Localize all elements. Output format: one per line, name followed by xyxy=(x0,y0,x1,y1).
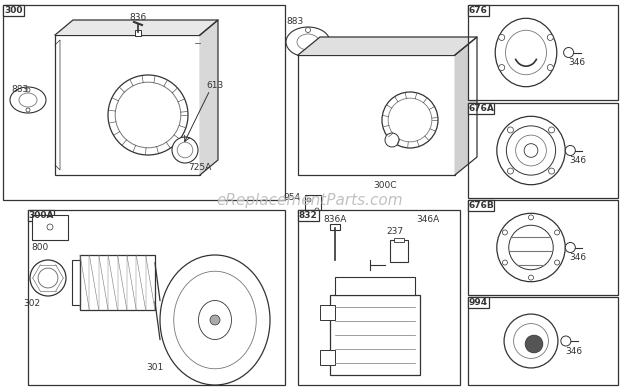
Bar xyxy=(298,210,319,221)
Text: 346A: 346A xyxy=(417,216,440,225)
Bar xyxy=(394,238,404,242)
Circle shape xyxy=(306,51,311,57)
Text: 346: 346 xyxy=(565,346,582,356)
Bar xyxy=(468,5,618,100)
Circle shape xyxy=(554,230,560,235)
Bar xyxy=(468,103,494,114)
Circle shape xyxy=(547,34,553,41)
Ellipse shape xyxy=(495,18,557,87)
Bar xyxy=(468,297,618,385)
Circle shape xyxy=(502,230,507,235)
Bar xyxy=(298,55,455,175)
Circle shape xyxy=(564,48,574,57)
Circle shape xyxy=(498,65,505,71)
Text: 613: 613 xyxy=(206,80,224,89)
Ellipse shape xyxy=(160,255,270,385)
Bar xyxy=(28,210,285,385)
Text: 302: 302 xyxy=(24,298,40,307)
Circle shape xyxy=(172,137,198,163)
Bar xyxy=(305,195,321,215)
Circle shape xyxy=(306,28,311,32)
Circle shape xyxy=(26,88,30,92)
Bar xyxy=(80,255,155,310)
Circle shape xyxy=(565,145,575,156)
Text: 725A: 725A xyxy=(188,163,211,172)
Ellipse shape xyxy=(497,213,565,282)
Text: 832: 832 xyxy=(299,211,317,220)
Text: 300: 300 xyxy=(4,6,22,15)
Text: 300C: 300C xyxy=(373,181,397,190)
Text: 676A: 676A xyxy=(468,104,494,113)
Bar xyxy=(330,295,420,375)
Ellipse shape xyxy=(497,116,565,185)
Polygon shape xyxy=(200,20,218,175)
Ellipse shape xyxy=(525,335,543,353)
Circle shape xyxy=(528,275,533,280)
Circle shape xyxy=(498,34,505,41)
Bar xyxy=(468,103,618,198)
Polygon shape xyxy=(455,37,477,175)
Text: 301: 301 xyxy=(146,363,164,372)
Circle shape xyxy=(307,198,311,202)
Bar xyxy=(335,277,415,295)
Circle shape xyxy=(30,260,66,296)
Circle shape xyxy=(528,215,533,220)
Bar xyxy=(320,305,335,320)
Circle shape xyxy=(385,133,399,147)
Circle shape xyxy=(561,336,571,346)
Text: 346: 346 xyxy=(570,253,587,262)
Text: 883: 883 xyxy=(11,85,29,94)
Bar xyxy=(468,200,618,295)
Circle shape xyxy=(382,92,438,148)
Text: 676B: 676B xyxy=(468,201,494,210)
Circle shape xyxy=(554,260,560,265)
Text: eReplacementParts.com: eReplacementParts.com xyxy=(216,193,404,207)
Text: 676: 676 xyxy=(469,6,488,15)
Text: 954: 954 xyxy=(283,193,301,202)
Circle shape xyxy=(565,243,575,252)
Circle shape xyxy=(210,315,220,325)
Bar xyxy=(3,5,285,200)
Text: 346: 346 xyxy=(570,156,587,165)
Ellipse shape xyxy=(504,314,558,368)
Bar xyxy=(72,260,80,305)
Bar xyxy=(320,350,335,365)
Text: 346: 346 xyxy=(568,58,585,67)
Circle shape xyxy=(507,168,513,174)
Text: 237: 237 xyxy=(386,227,404,236)
Bar xyxy=(390,240,408,262)
Text: 300A: 300A xyxy=(29,211,54,220)
Polygon shape xyxy=(55,20,218,35)
Bar xyxy=(468,297,489,308)
Circle shape xyxy=(315,208,319,212)
Text: 883: 883 xyxy=(286,18,304,27)
Bar xyxy=(330,224,340,230)
Ellipse shape xyxy=(286,27,330,57)
Circle shape xyxy=(549,168,554,174)
Text: 800: 800 xyxy=(32,243,48,252)
Bar xyxy=(468,5,489,16)
Circle shape xyxy=(507,127,513,133)
Circle shape xyxy=(549,127,554,133)
Polygon shape xyxy=(298,37,477,55)
Circle shape xyxy=(502,260,507,265)
Circle shape xyxy=(547,65,553,71)
Bar xyxy=(55,35,200,175)
Circle shape xyxy=(26,108,30,112)
Text: 836A: 836A xyxy=(323,216,347,225)
Bar xyxy=(3,5,24,16)
Bar xyxy=(28,210,54,221)
Bar xyxy=(468,200,494,211)
Bar xyxy=(298,210,460,385)
Bar xyxy=(32,215,68,240)
Bar xyxy=(135,30,141,36)
Text: 836: 836 xyxy=(130,12,146,21)
Ellipse shape xyxy=(10,87,46,113)
Circle shape xyxy=(108,75,188,155)
Text: 994: 994 xyxy=(469,298,488,307)
